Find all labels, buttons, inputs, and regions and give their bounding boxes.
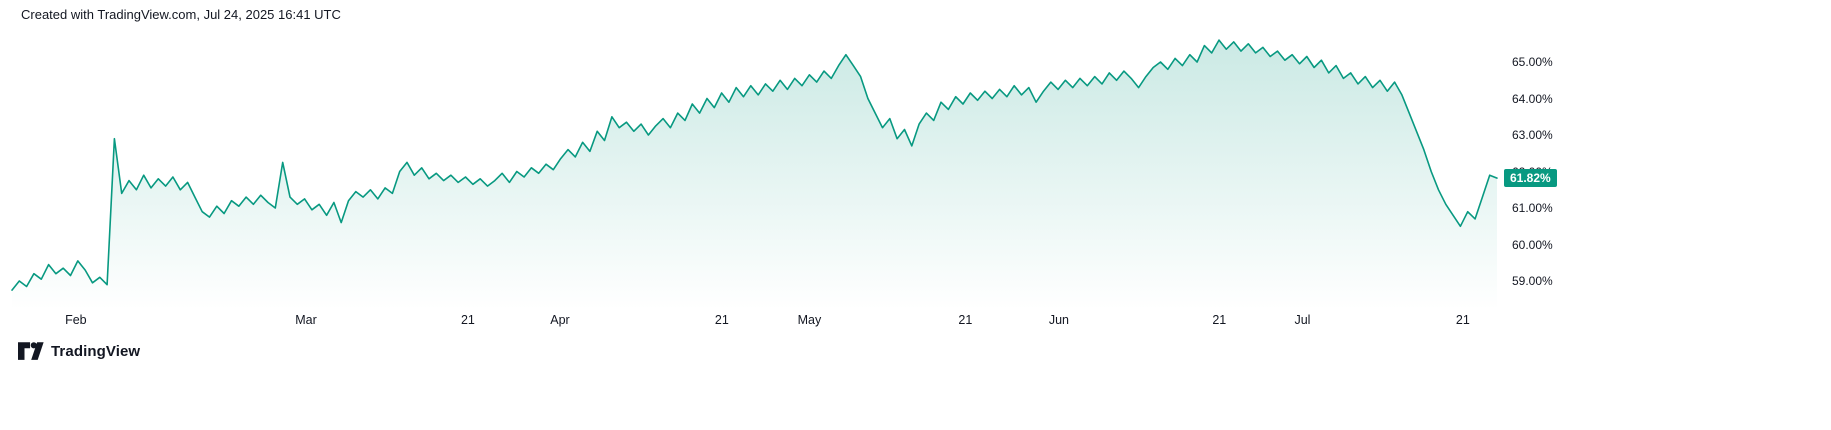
x-tick-label: Mar: [295, 313, 317, 327]
tradingview-brand-link[interactable]: TradingView: [18, 341, 140, 362]
price-line: [11, 39, 1498, 291]
y-tick-label: 61.00%: [1512, 201, 1553, 215]
x-tick-label: Jul: [1294, 313, 1311, 327]
y-tick-label: 63.00%: [1512, 128, 1553, 142]
attribution-link[interactable]: Created with TradingView.com, Jul 24, 20…: [21, 7, 341, 22]
x-tick-label: 21: [460, 313, 475, 327]
x-tick-label: 21: [958, 313, 973, 327]
area-fill: [12, 40, 1497, 310]
last-price-badge: 61.82%: [1504, 169, 1557, 188]
tradingview-logo-icon: [18, 342, 44, 360]
x-tick-label: 21: [1455, 313, 1470, 327]
x-tick-label: 21: [1212, 313, 1227, 327]
price-axis[interactable]: 65.00%64.00%63.00%62.00%61.00%60.00%59.0…: [1500, 0, 1831, 330]
tradingview-wordmark: TradingView: [51, 343, 141, 360]
y-tick-label: 60.00%: [1512, 237, 1553, 252]
y-tick-label: 59.00%: [1512, 274, 1553, 288]
time-axis[interactable]: Feb Mar 21 Apr 21 May 21 Jun 21 Jul 21: [0, 308, 1500, 334]
x-tick-label: Jun: [1048, 313, 1069, 327]
x-tick-label: Feb: [65, 313, 87, 327]
x-tick-label: Apr: [550, 313, 570, 327]
y-tick-label: 64.00%: [1512, 91, 1553, 106]
x-tick-label: 21: [714, 313, 729, 327]
y-tick-label: 65.00%: [1512, 55, 1553, 69]
x-tick-label: May: [797, 313, 822, 327]
